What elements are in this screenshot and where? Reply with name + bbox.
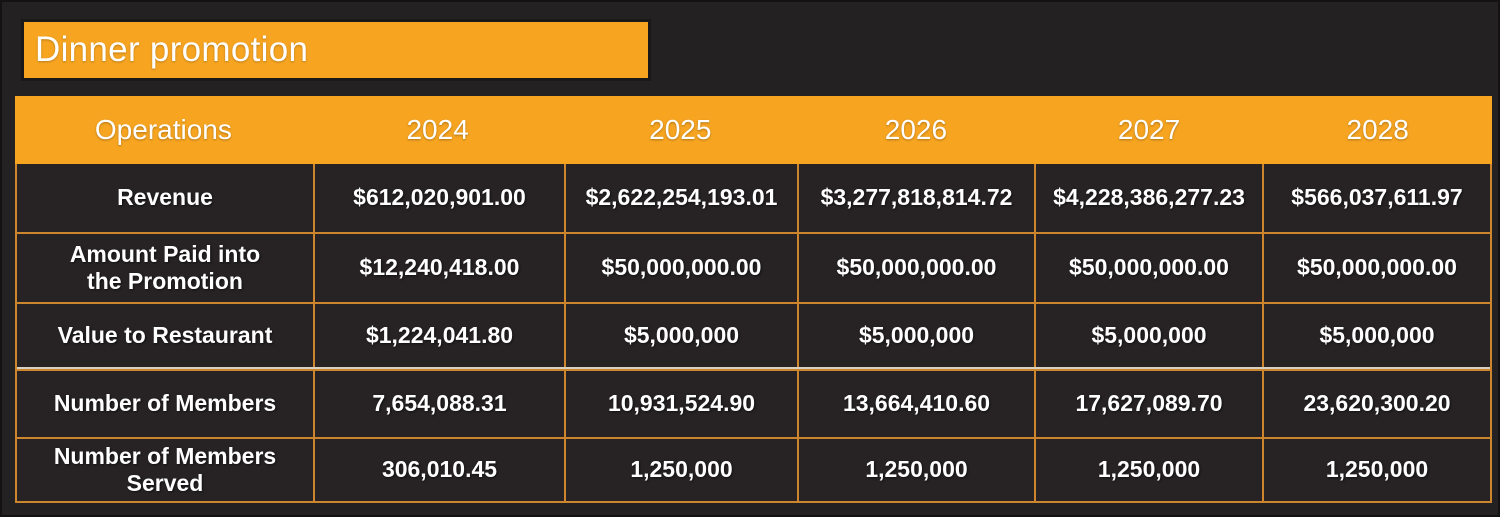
table-row-number-of-members: Number of Members 7,654,088.31 10,931,52…	[17, 371, 1490, 437]
row-label: Number of Members Served	[53, 442, 277, 496]
row-label: Value to Restaurant	[57, 321, 273, 348]
value-cell: $50,000,000.00	[1034, 234, 1262, 302]
row-label: Number of Members	[53, 390, 277, 417]
value-cell: $50,000,000.00	[1262, 234, 1490, 302]
value-cell: 1,250,000	[797, 439, 1034, 501]
value-cell: 13,664,410.60	[797, 371, 1034, 437]
value-cell: $5,000,000	[797, 304, 1034, 367]
value-cell: $1,224,041.80	[313, 304, 564, 367]
title-banner: Dinner promotion	[21, 19, 651, 81]
value-cell: $5,000,000	[1034, 304, 1262, 367]
column-header-2027: 2027	[1117, 114, 1181, 145]
value-cell: $12,240,418.00	[313, 234, 564, 302]
column-header-2026: 2026	[884, 114, 948, 145]
table-row-amount-paid: Amount Paid into the Promotion $12,240,4…	[17, 232, 1490, 302]
page-title: Dinner promotion	[35, 30, 309, 69]
row-label: Revenue	[117, 184, 213, 211]
column-header-2024: 2024	[406, 114, 469, 145]
promotion-table: Operations 2024 2025 2026 2027 2028 Reve…	[15, 96, 1492, 503]
value-cell: 10,931,524.90	[564, 371, 797, 437]
value-cell: 23,620,300.20	[1262, 371, 1490, 437]
table-row-members-served: Number of Members Served 306,010.45 1,25…	[17, 437, 1490, 501]
table-row-value-to-restaurant: Value to Restaurant $1,224,041.80 $5,000…	[17, 302, 1490, 367]
column-header-2028: 2028	[1346, 114, 1409, 145]
table-header-row: Operations 2024 2025 2026 2027 2028	[15, 96, 1492, 164]
value-cell: $50,000,000.00	[564, 234, 797, 302]
value-cell: 7,654,088.31	[313, 371, 564, 437]
value-cell: $612,020,901.00	[313, 164, 564, 232]
value-cell: 306,010.45	[313, 439, 564, 501]
value-cell: $566,037,611.97	[1262, 164, 1490, 232]
value-cell: 1,250,000	[564, 439, 797, 501]
column-header-2025: 2025	[649, 114, 712, 145]
value-cell: $5,000,000	[564, 304, 797, 367]
value-cell: $5,000,000	[1262, 304, 1490, 367]
value-cell: 1,250,000	[1262, 439, 1490, 501]
value-cell: 1,250,000	[1034, 439, 1262, 501]
value-cell: $4,228,386,277.23	[1034, 164, 1262, 232]
value-cell: $2,622,254,193.01	[564, 164, 797, 232]
table-row-revenue: Revenue $612,020,901.00 $2,622,254,193.0…	[17, 164, 1490, 232]
value-cell: $3,277,818,814.72	[797, 164, 1034, 232]
row-divider	[17, 367, 1490, 371]
row-label: Amount Paid into the Promotion	[69, 240, 261, 294]
value-cell: 17,627,089.70	[1034, 371, 1262, 437]
column-header-operations: Operations	[94, 114, 232, 145]
value-cell: $50,000,000.00	[797, 234, 1034, 302]
